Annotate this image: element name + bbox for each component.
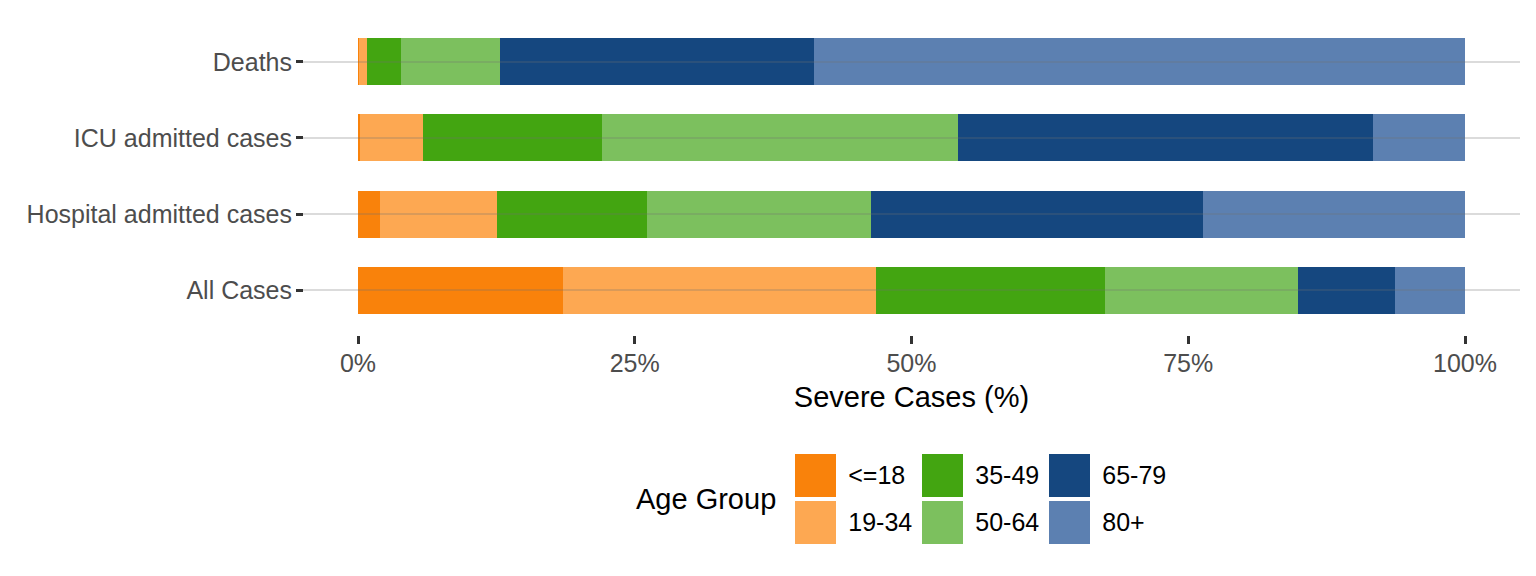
gridline-icu-admitted-cases: [303, 137, 1520, 139]
legend-swatch-80: [1049, 501, 1090, 544]
x-tick-25: [633, 336, 636, 344]
x-tick-0: [357, 336, 360, 344]
x-tick-50: [910, 336, 913, 344]
y-tick-icu-admitted-cases: [296, 136, 303, 139]
y-tick-deaths: [296, 60, 303, 63]
legend-item-50-64: 50-64: [922, 501, 1039, 544]
y-axis-label-all-cases: All Cases: [0, 275, 292, 305]
legend-item-19-34: 19-34: [795, 501, 912, 544]
stacked-bar-chart: Severe Cases (%) Age Group <=18 19-34 35-4…: [0, 0, 1536, 576]
legend-label-65-79: 65-79: [1102, 461, 1166, 490]
legend-swatch-19-34: [795, 501, 836, 544]
legend-title: Age Group: [636, 483, 776, 516]
legend-label-35-49: 35-49: [975, 461, 1039, 490]
y-tick-all-cases: [296, 289, 303, 292]
legend-label-50-64: 50-64: [975, 508, 1039, 537]
y-tick-hospital-admitted-cases: [296, 213, 303, 216]
gridline-hospital-admitted-cases: [303, 213, 1520, 215]
legend-item-80: 80+: [1049, 501, 1166, 544]
legend-swatch-50-64: [922, 501, 963, 544]
x-axis-title: Severe Cases (%): [303, 381, 1520, 414]
legend-label-18: <=18: [848, 461, 912, 490]
y-axis-label-deaths: Deaths: [0, 47, 292, 77]
legend: Age Group <=18 19-34 35-49 50-64 65-79 80+: [636, 454, 1166, 544]
legend-keys: <=18 19-34 35-49 50-64 65-79 80+: [795, 454, 1166, 544]
x-tick-label-0: 0%: [288, 349, 428, 378]
legend-column-1: <=18 19-34: [795, 454, 912, 544]
x-tick-label-25: 25%: [565, 349, 705, 378]
legend-swatch-65-79: [1049, 454, 1090, 497]
legend-label-19-34: 19-34: [848, 508, 912, 537]
legend-column-2: 35-49 50-64: [922, 454, 1039, 544]
legend-label-80: 80+: [1102, 508, 1166, 537]
legend-item-65-79: 65-79: [1049, 454, 1166, 497]
y-axis-label-hospital-admitted-cases: Hospital admitted cases: [0, 199, 292, 229]
x-tick-label-100: 100%: [1395, 349, 1535, 378]
legend-item-18: <=18: [795, 454, 912, 497]
x-tick-100: [1464, 336, 1467, 344]
legend-item-35-49: 35-49: [922, 454, 1039, 497]
gridline-all-cases: [303, 289, 1520, 291]
x-tick-75: [1187, 336, 1190, 344]
legend-column-3: 65-79 80+: [1049, 454, 1166, 544]
gridline-deaths: [303, 61, 1520, 63]
legend-swatch-18: [795, 454, 836, 497]
y-axis-label-icu-admitted-cases: ICU admitted cases: [0, 123, 292, 153]
x-tick-label-50: 50%: [842, 349, 982, 378]
x-tick-label-75: 75%: [1118, 349, 1258, 378]
legend-swatch-35-49: [922, 454, 963, 497]
